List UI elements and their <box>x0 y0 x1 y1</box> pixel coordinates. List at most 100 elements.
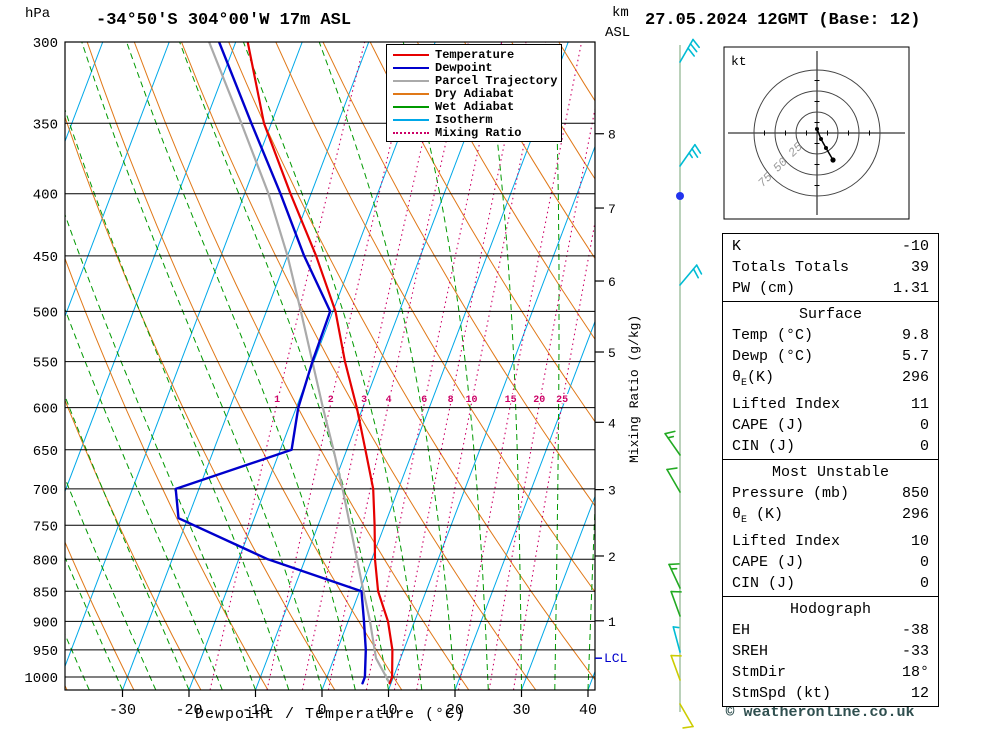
wind-calm-dot <box>676 192 684 200</box>
legend-item: Temperature <box>391 48 557 61</box>
legend-item-label: Mixing Ratio <box>435 125 522 140</box>
wet-adiabat-lines <box>65 42 595 690</box>
pressure-axis: 300 350 400 450 500 550 600 650 700 750 800 850 900 9… <box>24 36 58 687</box>
stat-label: Dewp (°C) <box>732 348 814 365</box>
stat-value: 5.7 <box>901 348 929 365</box>
legend-item: Isotherm <box>391 113 557 126</box>
legend-item-label: Dewpoint <box>435 60 493 75</box>
stat-label: SREH <box>732 643 769 660</box>
stat-value: -38 <box>901 622 929 639</box>
stat-row: Pressure (mb) 850 <box>723 483 938 504</box>
stat-row: EH -38 <box>723 620 938 641</box>
stats-section-header: Hodograph <box>789 601 871 618</box>
stat-row: Lifted Index 10 <box>723 531 938 552</box>
stat-label: PW (cm) <box>732 280 796 297</box>
legend-item-label: Isotherm <box>435 112 493 127</box>
legend-item: Parcel Trajectory <box>391 74 557 87</box>
stat-row: Totals Totals 39 <box>723 257 938 278</box>
legend-swatch <box>393 118 429 121</box>
hodograph-trace-dot <box>824 146 828 150</box>
stat-row: Temp (°C) 9.8 <box>723 325 938 346</box>
altitude-axis: 1 2 3 4 5 6 7 8 <box>595 128 616 630</box>
stat-row: CAPE (J) 0 <box>723 552 938 573</box>
pressure-tick-label: 400 <box>33 188 58 204</box>
stat-row: StmDir 18° <box>723 662 938 683</box>
stat-value: 850 <box>901 485 929 502</box>
legend-item: Dewpoint <box>391 61 557 74</box>
stat-label: θE(K) <box>732 369 775 389</box>
wind-barb <box>679 38 700 63</box>
legend-swatch <box>393 92 429 95</box>
temp-tick-label: 20 <box>446 702 464 719</box>
pressure-tick-label: 550 <box>33 356 58 372</box>
wind-barb <box>679 143 702 167</box>
legend-swatch <box>393 105 429 108</box>
wind-barb <box>670 654 682 681</box>
pressure-tick-label: 1000 <box>24 671 58 687</box>
stat-label: Lifted Index <box>732 533 841 550</box>
mixing-ratio-axis-title: Mixing Ratio (g/kg) <box>627 314 642 464</box>
pressure-tick-label: 600 <box>33 402 58 418</box>
stat-value: 0 <box>919 554 929 571</box>
wind-barb <box>672 626 681 653</box>
hodograph-trace-dot <box>830 157 836 163</box>
sounding-curves <box>174 42 394 685</box>
stat-value: 296 <box>901 369 929 386</box>
stats-section: Hodograph EH -38 SREH -33 StmDir 18° StmSpd (kt… <box>723 596 938 706</box>
altitude-unit-km: km <box>612 5 629 21</box>
hodograph-trace-dot <box>815 127 819 131</box>
wind-barb <box>679 264 703 286</box>
stat-label: θE (K) <box>732 506 784 526</box>
legend-item: Dry Adiabat <box>391 87 557 100</box>
stat-row: CIN (J) 0 <box>723 436 938 457</box>
km-tick-label: 6 <box>608 275 616 290</box>
stat-label: EH <box>732 622 751 639</box>
stat-label: Pressure (mb) <box>732 485 850 502</box>
stats-section-header: Most Unstable <box>771 464 890 481</box>
km-tick-label: 1 <box>608 615 616 630</box>
series-temperature <box>246 42 394 685</box>
stat-label: CIN (J) <box>732 575 796 592</box>
hodograph-trace <box>816 128 834 161</box>
dry-adiabat-lines <box>65 42 595 690</box>
stat-row: Dewp (°C) 5.7 <box>723 346 938 367</box>
km-tick-label: 5 <box>608 346 616 361</box>
stat-label: Temp (°C) <box>732 327 814 344</box>
stat-label: StmSpd (kt) <box>732 685 832 702</box>
stat-value: -10 <box>901 238 929 255</box>
mixing-ratio-value: 6 <box>421 395 427 406</box>
km-tick-label: 4 <box>608 416 616 431</box>
legend-box: Temperature Dewpoint Parcel Trajectory Dry … <box>386 44 562 142</box>
km-tick-label: 2 <box>608 550 616 565</box>
stat-label: StmDir <box>732 664 787 681</box>
stat-row: SREH -33 <box>723 641 938 662</box>
stats-panel: K -10 Totals Totals 39 PW (cm) 1.31 Surface Tem… <box>722 233 939 707</box>
legend-swatch <box>393 53 429 56</box>
legend-item: Wet Adiabat <box>391 100 557 113</box>
temp-tick-label: -30 <box>109 702 136 719</box>
pressure-tick-label: 900 <box>33 615 58 631</box>
series-parcel-trajectory <box>208 42 391 685</box>
mixing-ratio-value: 1 <box>274 395 280 406</box>
altitude-unit-asl: ASL <box>605 25 631 41</box>
stat-row: CAPE (J) 0 <box>723 415 938 436</box>
stat-row: K -10 <box>723 236 938 257</box>
plot-border <box>64 41 596 691</box>
temp-tick-label: 10 <box>379 702 397 719</box>
mixing-ratio-value: 10 <box>465 395 477 406</box>
pressure-tick-label: 450 <box>33 250 58 266</box>
mixing-ratio-value: 4 <box>386 395 392 406</box>
mixing-ratio-value: 8 <box>448 395 454 406</box>
pressure-unit-label: hPa <box>25 6 51 22</box>
stat-value: -33 <box>901 643 929 660</box>
pressure-tick-label: 850 <box>33 585 58 601</box>
wind-barb <box>670 590 682 617</box>
stat-value: 18° <box>901 664 929 681</box>
temp-tick-label: -20 <box>175 702 202 719</box>
pressure-tick-label: 800 <box>33 553 58 569</box>
wind-barb <box>668 563 681 589</box>
mixing-ratio-value: 2 <box>328 395 334 406</box>
stat-value: 10 <box>910 533 929 550</box>
